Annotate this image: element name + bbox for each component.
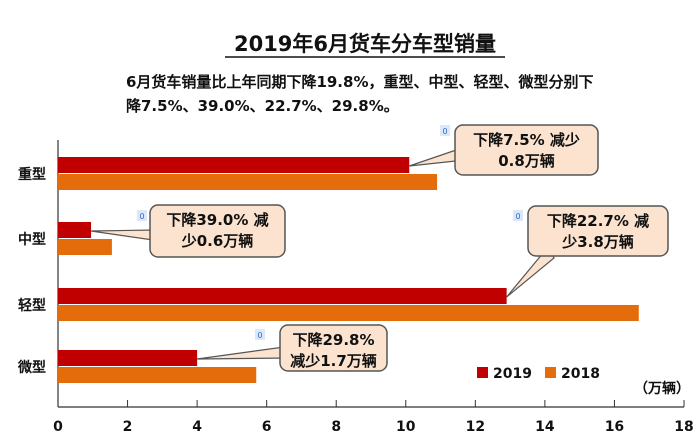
chart-title: 2019年6月货车分车型销量: [234, 32, 496, 56]
bar-2019: [58, 350, 198, 366]
x-tick-label: 0: [53, 419, 63, 434]
callout-text: 下降7.5% 减少: [473, 131, 580, 149]
x-tick-label: 18: [674, 419, 693, 434]
legend-swatch-2018: [545, 367, 556, 378]
x-tick-label: 2: [123, 419, 133, 434]
bar-2018: [58, 367, 257, 383]
data-label-marker: [513, 210, 523, 221]
category-label: 轻型: [18, 297, 46, 314]
legend-label: 2018: [561, 366, 600, 382]
data-label-marker-text: 0: [515, 212, 520, 221]
callout-box: [454, 124, 599, 176]
x-tick-label: 8: [331, 419, 341, 434]
data-label-marker-text: 0: [139, 212, 144, 221]
subtitle-line-1: 6月货车销量比上年同期下降19.8%，重型、中型、轻型、微型分别下: [126, 73, 593, 91]
callout-text: 0.8万辆: [498, 152, 555, 170]
legend-label: 2019: [493, 366, 532, 382]
bar-2019: [58, 288, 507, 304]
x-tick-label: 6: [262, 419, 272, 434]
bar-2018: [58, 174, 438, 190]
callout-text: 少0.6万辆: [181, 232, 254, 250]
data-label-marker: [440, 125, 450, 136]
callout-box: [527, 205, 669, 257]
data-label-marker: [255, 329, 265, 340]
bar-2018: [58, 239, 112, 255]
callout-text: 下降29.8%: [292, 331, 374, 349]
x-tick-label: 4: [192, 419, 202, 434]
category-label: 中型: [18, 231, 46, 248]
bar-2018: [58, 305, 639, 321]
callout-box: [149, 204, 286, 258]
unit-label: （万辆）: [634, 380, 690, 397]
x-tick-label: 16: [605, 419, 624, 434]
category-label: 微型: [17, 359, 46, 376]
subtitle-line-2: 降7.5%、39.0%、22.7%、29.8%。: [126, 97, 399, 115]
category-label: 重型: [18, 166, 46, 183]
callout-box: [279, 324, 388, 372]
data-label-marker-text: 0: [442, 127, 447, 136]
callout-text: 下降39.0% 减: [166, 211, 268, 229]
x-tick-label: 10: [396, 419, 416, 434]
data-label-marker-text: 0: [257, 331, 262, 340]
bar-2019: [58, 157, 410, 173]
x-tick-label: 12: [466, 419, 485, 434]
callout-text: 下降22.7% 减: [547, 212, 649, 230]
callout-text: 少3.8万辆: [561, 233, 634, 251]
bar-2019: [58, 222, 92, 238]
callout-text: 减少1.7万辆: [290, 352, 377, 370]
x-tick-label: 14: [535, 419, 555, 434]
callout-pointer: [197, 346, 292, 360]
data-label-marker: [137, 210, 147, 221]
legend-swatch-2019: [477, 367, 488, 378]
